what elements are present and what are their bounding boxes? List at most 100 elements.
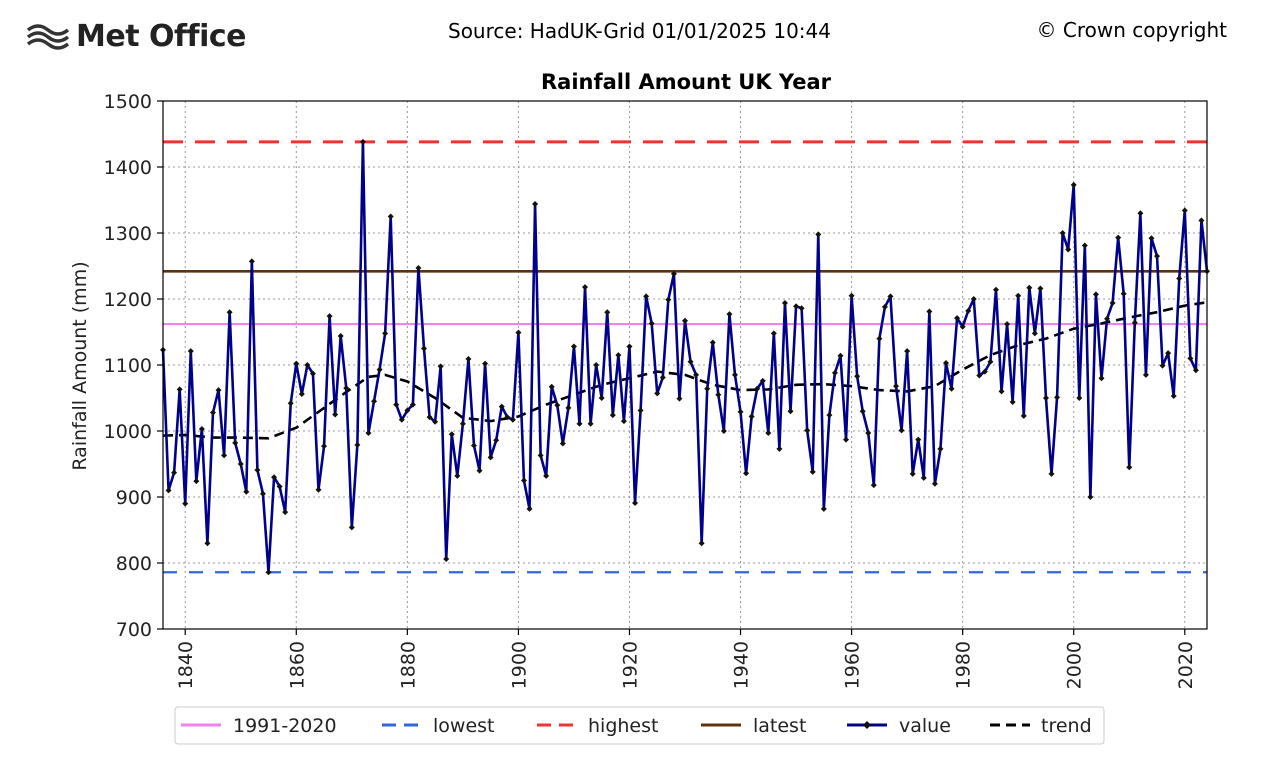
x-tick-label: 2020 (1175, 641, 1197, 689)
value-point (348, 524, 355, 531)
value-point (687, 358, 694, 365)
value-point (720, 428, 727, 434)
y-tick-label: 1300 (104, 223, 152, 245)
value-point (682, 317, 688, 324)
value-point (309, 370, 316, 377)
value-point (259, 490, 266, 497)
value-point (1015, 292, 1022, 299)
value-point (837, 352, 844, 359)
value-point (809, 468, 816, 475)
y-tick-label: 800 (116, 553, 152, 575)
value-point (232, 439, 239, 446)
value-point (693, 371, 700, 378)
value-point (570, 343, 577, 350)
value-point (759, 377, 766, 384)
value-point (954, 315, 961, 322)
value-point (237, 461, 244, 467)
value-point (1059, 230, 1066, 236)
value-point (781, 299, 788, 306)
value-point (304, 362, 311, 368)
value-point (937, 445, 944, 452)
value-point (165, 487, 172, 494)
value-point (881, 303, 888, 310)
source-label: Source: HadUK-Grid 01/01/2025 10:44 (448, 19, 831, 43)
value-point (815, 231, 822, 238)
value-point (665, 296, 672, 303)
value-point (465, 356, 472, 363)
value-point (504, 414, 511, 421)
value-point (659, 374, 666, 381)
value-point (926, 308, 933, 315)
value-point (459, 420, 466, 427)
value-point (1026, 284, 1033, 291)
value-point (437, 363, 444, 370)
value-point (793, 303, 800, 310)
value-point (1065, 246, 1072, 253)
value-point (1142, 371, 1149, 378)
value-point (1187, 355, 1194, 362)
value-point (265, 569, 272, 576)
x-tick-label: 1860 (286, 641, 308, 689)
value-point (298, 391, 305, 398)
value-point (632, 499, 639, 506)
value-point (415, 264, 422, 271)
value-point (487, 454, 494, 461)
y-tick-label: 700 (116, 619, 152, 641)
value-point (282, 509, 289, 516)
value-point (726, 311, 733, 318)
value-point (1131, 319, 1138, 326)
value-point (898, 427, 905, 434)
value-point (337, 332, 344, 339)
value-point (1098, 375, 1105, 382)
value-point (543, 472, 550, 479)
value-point (1109, 299, 1116, 306)
y-tick-label: 1400 (104, 157, 152, 179)
value-point (409, 401, 416, 408)
value-point (393, 401, 400, 408)
legend-lowest-label: lowest (433, 715, 494, 737)
value-point (820, 505, 827, 512)
value-point (1148, 235, 1155, 242)
legend-value-marker (863, 721, 871, 729)
value-point (243, 488, 250, 495)
trend-line (162, 301, 1208, 440)
value-point (509, 416, 516, 423)
value-point (1092, 291, 1099, 298)
value-point (615, 352, 622, 359)
value-point (193, 478, 200, 485)
value-point (559, 440, 566, 447)
x-tick-label: 2000 (1064, 641, 1086, 689)
value-point (221, 452, 228, 459)
value-point (1070, 181, 1077, 188)
value-point (748, 413, 755, 420)
value-point (626, 343, 633, 350)
value-point (648, 320, 655, 327)
value-point (1192, 367, 1199, 374)
value-point (515, 329, 522, 336)
value-point (271, 474, 278, 481)
legend-box (174, 706, 1105, 745)
value-point (526, 505, 533, 512)
value-point (859, 408, 866, 415)
x-tick-label: 1940 (731, 641, 753, 689)
value-point (315, 486, 322, 493)
value-point (620, 418, 627, 425)
value-point (443, 556, 450, 563)
legend-highest: highest (537, 715, 658, 737)
legend-trend-label: trend (1041, 715, 1092, 737)
value-point (1154, 253, 1161, 260)
chart-legend: 1991-2020 lowest highest latest value trend (174, 706, 1105, 745)
value-point (998, 388, 1005, 395)
value-point (482, 360, 489, 367)
y-tick-label: 1100 (104, 355, 152, 377)
value-point (587, 420, 594, 427)
value-point (1054, 394, 1061, 401)
value-point (981, 368, 988, 375)
value-point (398, 416, 405, 423)
chart-title: Rainfall Amount UK Year (541, 70, 832, 94)
value-point (215, 387, 222, 394)
value-point (992, 286, 999, 293)
value-point (470, 442, 477, 449)
value-point (1137, 210, 1144, 217)
